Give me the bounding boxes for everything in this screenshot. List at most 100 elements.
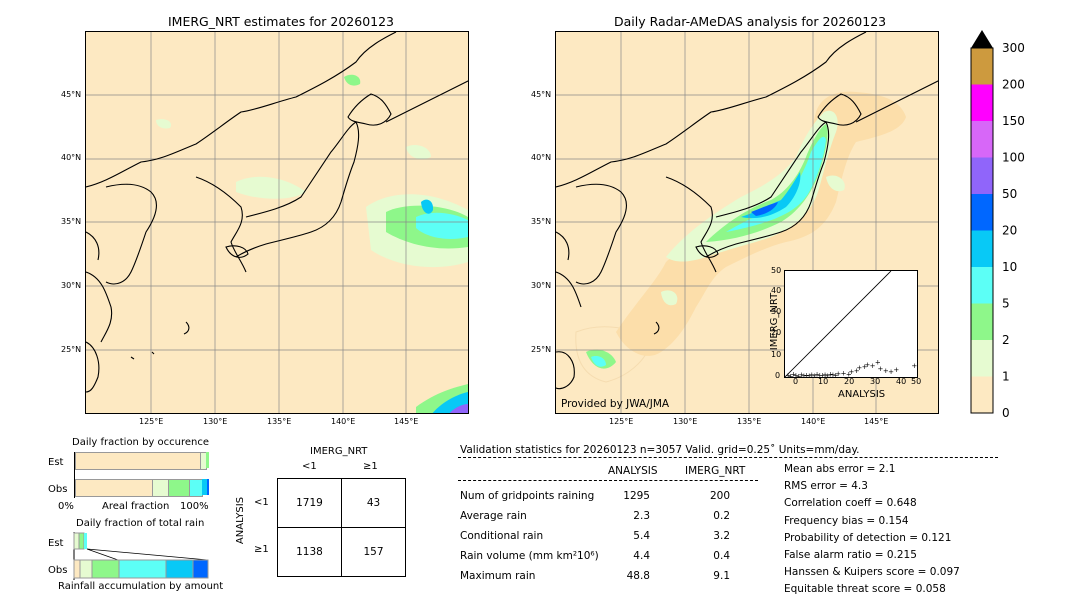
occurrence-title: Daily fraction by occurence bbox=[72, 437, 210, 448]
contingency-cell: 1719 bbox=[277, 478, 342, 528]
right-lat-label: 40°N bbox=[531, 153, 552, 162]
scatter-point: + bbox=[893, 366, 899, 374]
contingency-table: 1719 43 1138 157 bbox=[277, 478, 406, 577]
occurrence-est-label: Est bbox=[48, 457, 64, 468]
scatter-point: + bbox=[822, 371, 828, 377]
occurrence-xlabel-right: 100% bbox=[180, 501, 209, 512]
left-lon-label: 135°E bbox=[267, 417, 292, 426]
validation-row-label: Rain volume (mm km²10⁶) bbox=[460, 550, 599, 562]
scatter-point: + bbox=[812, 372, 818, 377]
scatter-point: + bbox=[830, 371, 836, 377]
scatter-y-tick: 50 bbox=[771, 266, 782, 275]
scatter-x-tick: 20 bbox=[844, 377, 855, 386]
scatter-y-tick: 30 bbox=[771, 307, 782, 316]
scatter-x-tick: 50 bbox=[911, 377, 922, 386]
right-lat-label: 35°N bbox=[531, 217, 552, 226]
left-lon-label: 140°E bbox=[331, 417, 356, 426]
right-lon-label: 145°E bbox=[864, 417, 889, 426]
colorbar-swatch bbox=[971, 194, 993, 231]
colorbar-swatch bbox=[971, 121, 993, 158]
scatter-point: + bbox=[798, 371, 804, 377]
validation-row-label: Num of gridpoints raining bbox=[460, 490, 595, 502]
validation-score: False alarm ratio = 0.215 bbox=[784, 549, 917, 561]
scatter-y-tick: 10 bbox=[771, 350, 782, 359]
validation-score: Hanssen & Kuipers score = 0.097 bbox=[784, 566, 960, 579]
colorbar-tick-label: 2 bbox=[1002, 333, 1010, 347]
scatter-ylabel: IMERG_NRT bbox=[769, 292, 781, 351]
validation-row-imerg: 9.1 bbox=[713, 570, 730, 582]
scatter-point: + bbox=[883, 367, 889, 375]
scatter-point: + bbox=[870, 362, 876, 370]
left-lat-label: 45°N bbox=[61, 90, 82, 99]
total-rain-axes bbox=[73, 532, 209, 580]
scatter-x-tick: 10 bbox=[818, 377, 829, 386]
scatter-point: + bbox=[819, 371, 825, 377]
colorbar-tick-label: 0 bbox=[1002, 406, 1010, 420]
total-rain-obs-label: Obs bbox=[48, 565, 68, 576]
colorbar-tick-label: 200 bbox=[1002, 78, 1025, 92]
left-lat-label: 35°N bbox=[61, 217, 82, 226]
scatter-point: + bbox=[804, 371, 810, 377]
validation-row-label: Conditional rain bbox=[460, 530, 544, 542]
colorbar-tick-label: 5 bbox=[1002, 297, 1010, 311]
scatter-point: + bbox=[806, 372, 812, 377]
scatter-point: + bbox=[846, 370, 852, 377]
validation-row-analysis: 2.3 bbox=[633, 510, 650, 522]
colorbar-swatch bbox=[971, 230, 993, 267]
scatter-x-tick: 30 bbox=[870, 377, 881, 386]
validation-col-analysis: ANALYSIS bbox=[608, 465, 658, 477]
scatter-point: + bbox=[835, 370, 841, 377]
scatter-point: + bbox=[801, 372, 807, 377]
colorbar-swatch bbox=[971, 48, 993, 85]
scatter-point: + bbox=[814, 371, 820, 377]
left-map-canvas bbox=[86, 32, 468, 413]
right-map-title: Daily Radar-AMeDAS analysis for 20260123 bbox=[614, 14, 887, 29]
colorbar-extend-arrow bbox=[971, 30, 993, 48]
right-lon-label: 140°E bbox=[801, 417, 826, 426]
scatter-point: + bbox=[788, 372, 794, 377]
scatter-point: + bbox=[827, 371, 833, 377]
scatter-xlabel: ANALYSIS bbox=[838, 389, 886, 400]
colorbar-tick-label: 1 bbox=[1002, 370, 1010, 384]
left-map: 45°N bbox=[85, 31, 469, 414]
scatter-point: + bbox=[875, 359, 881, 367]
scatter-point: + bbox=[849, 368, 855, 376]
occurrence-est-bar bbox=[75, 452, 209, 470]
scatter-plot: ++++++++++++++++++++ + ++ ++ ++ + ++ + + ++ bbox=[785, 271, 917, 377]
scatter-point: + bbox=[809, 371, 815, 377]
scatter-x-tick: 0 bbox=[793, 377, 799, 386]
scatter-y-tick: 20 bbox=[771, 328, 782, 337]
colorbar-tick-label: 300 bbox=[1002, 41, 1025, 55]
occurrence-obs-bar bbox=[75, 479, 209, 497]
colorbar-swatch bbox=[971, 84, 993, 121]
right-lon-label: 130°E bbox=[673, 417, 698, 426]
total-rain-est-label: Est bbox=[48, 538, 64, 549]
scatter-y-tick: 40 bbox=[771, 286, 782, 295]
validation-score: Equitable threat score = 0.058 bbox=[784, 583, 946, 596]
validation-row-analysis: 48.8 bbox=[626, 570, 650, 582]
left-grid bbox=[86, 32, 468, 413]
colorbar-tick-label: 50 bbox=[1002, 187, 1017, 201]
scatter-point: + bbox=[878, 365, 884, 373]
occurrence-obs-label: Obs bbox=[48, 484, 68, 495]
contingency-cell: 1138 bbox=[277, 527, 342, 577]
scatter-point: + bbox=[796, 372, 802, 377]
scatter-point: + bbox=[793, 371, 799, 377]
scatter-point: + bbox=[864, 361, 870, 369]
colorbar-swatch bbox=[971, 376, 993, 413]
colorbar-swatch bbox=[971, 340, 993, 377]
validation-col-divider bbox=[458, 480, 758, 481]
contingency-row-lt: <1 bbox=[254, 497, 269, 508]
validation-score: Mean abs error = 2.1 bbox=[784, 463, 896, 475]
validation-col-imerg: IMERG_NRT bbox=[685, 465, 746, 477]
right-lat-label: 30°N bbox=[531, 281, 552, 290]
contingency-cell: 43 bbox=[341, 478, 406, 528]
colorbar-swatch bbox=[971, 267, 993, 304]
validation-row-label: Maximum rain bbox=[460, 570, 536, 582]
validation-row-analysis: 5.4 bbox=[633, 530, 650, 542]
total-rain-xlabel: Rainfall accumulation by amount bbox=[58, 581, 224, 592]
validation-row-analysis: 4.4 bbox=[633, 550, 650, 562]
scatter-point: + bbox=[854, 367, 860, 375]
right-lat-label: 25°N bbox=[531, 345, 552, 354]
scatter-point: + bbox=[790, 370, 796, 377]
